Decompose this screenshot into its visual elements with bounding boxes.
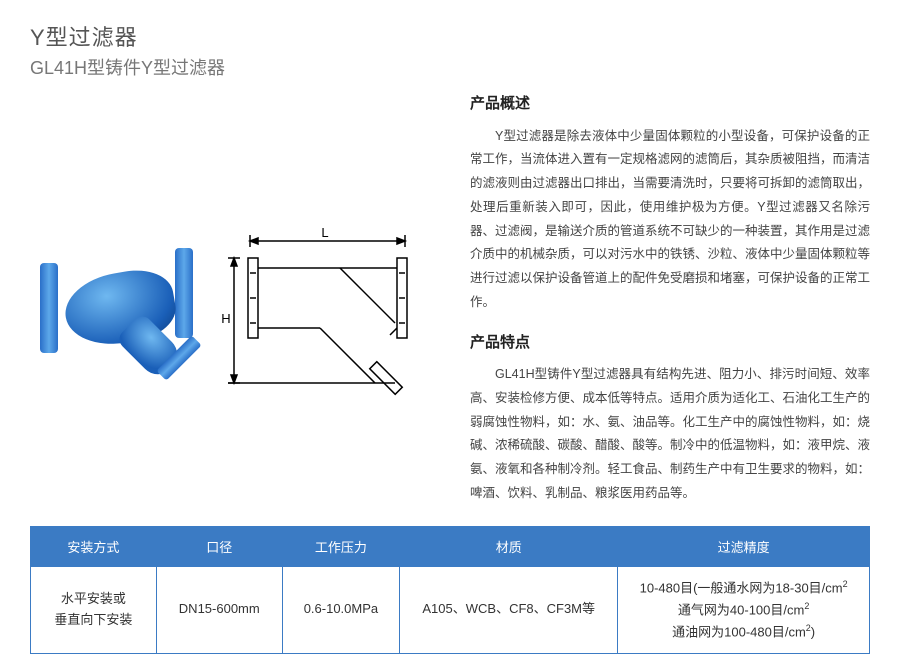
overview-text: Y型过滤器是除去液体中少量固体颗粒的小型设备，可保护设备的正常工作，当流体进入置…: [470, 125, 870, 315]
td-precision: 10-480目(一般通水网为18-30目/cm2 通气网为40-100目/cm2…: [618, 566, 870, 653]
td-install: 水平安装或 垂直向下安装: [31, 566, 157, 653]
left-column: L H: [30, 90, 450, 506]
dimension-diagram: L H: [220, 223, 430, 403]
product-photo: [30, 223, 210, 403]
dim-label-l: L: [321, 225, 328, 240]
main-content: L H 产品概述 Y型过滤器是除去液体中少量固体颗粒的小型设备，可保护设备的正常…: [30, 90, 870, 506]
th-precision: 过滤精度: [618, 526, 870, 566]
table-row: 水平安装或 垂直向下安装 DN15-600mm 0.6-10.0MPa A105…: [31, 566, 870, 653]
td-pressure: 0.6-10.0MPa: [282, 566, 399, 653]
features-text: GL41H型铸件Y型过滤器具有结构先进、阻力小、排污时间短、效率高、安装检修方便…: [470, 363, 870, 506]
features-heading: 产品特点: [470, 329, 870, 358]
spec-table: 安装方式 口径 工作压力 材质 过滤精度 水平安装或 垂直向下安装 DN15-6…: [30, 526, 870, 654]
th-material: 材质: [400, 526, 618, 566]
overview-heading: 产品概述: [470, 90, 870, 119]
sub-title: GL41H型铸件Y型过滤器: [30, 54, 870, 80]
td-material: A105、WCB、CF8、CF3M等: [400, 566, 618, 653]
dim-label-h: H: [221, 311, 230, 326]
right-column: 产品概述 Y型过滤器是除去液体中少量固体颗粒的小型设备，可保护设备的正常工作，当…: [470, 90, 870, 506]
td-dn: DN15-600mm: [156, 566, 282, 653]
th-dn: 口径: [156, 526, 282, 566]
header: Y型过滤器 GL41H型铸件Y型过滤器: [30, 20, 870, 80]
th-pressure: 工作压力: [282, 526, 399, 566]
main-title: Y型过滤器: [30, 20, 870, 52]
th-install: 安装方式: [31, 526, 157, 566]
table-header-row: 安装方式 口径 工作压力 材质 过滤精度: [31, 526, 870, 566]
